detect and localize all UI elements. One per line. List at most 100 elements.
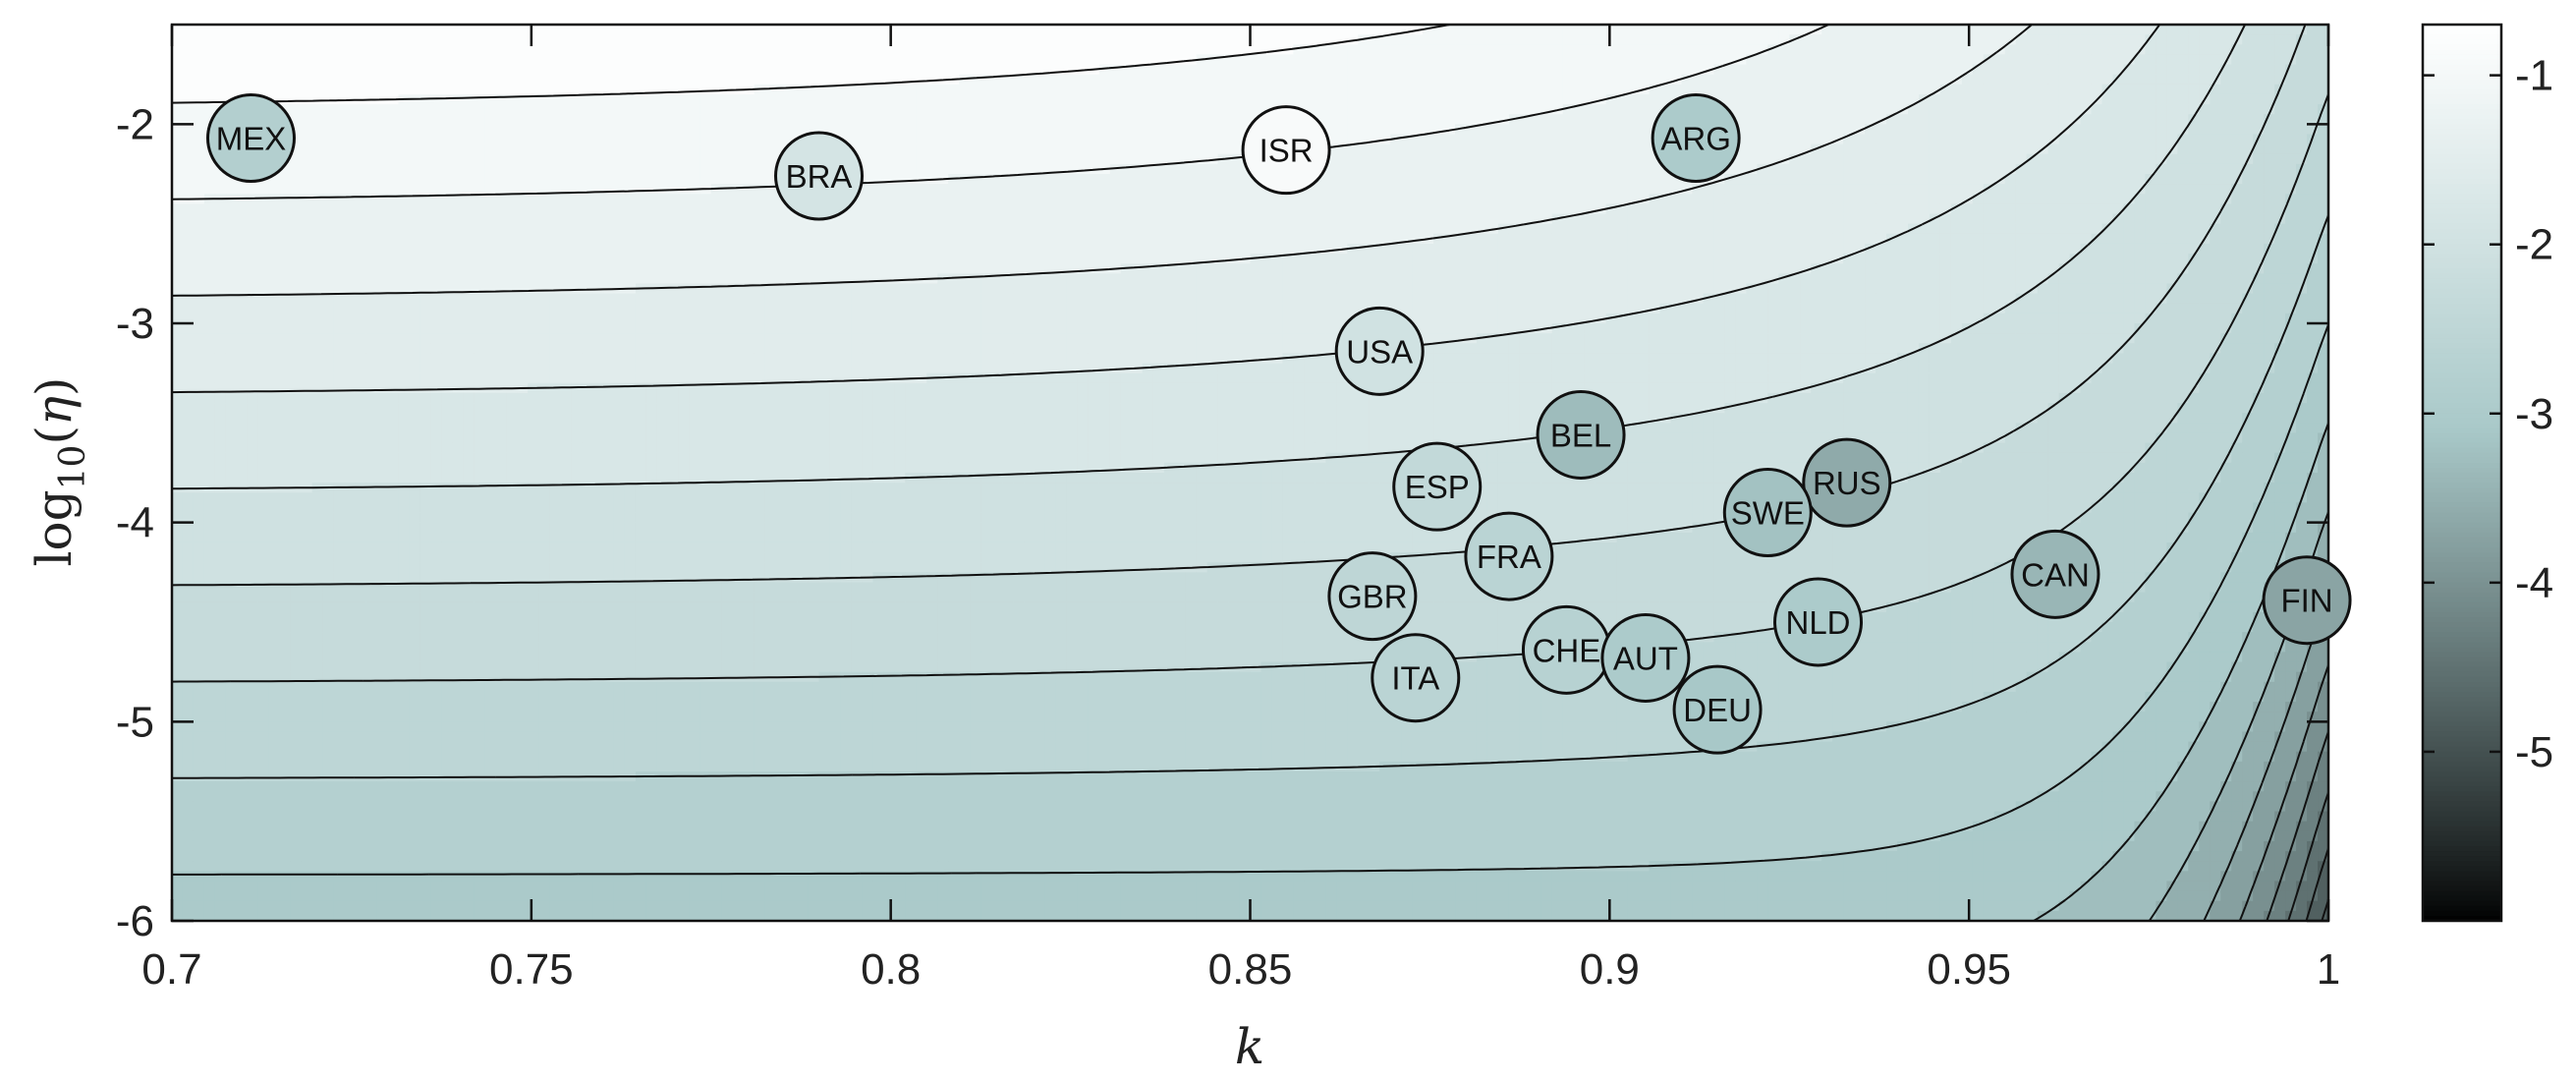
country-label: FRA: [1477, 539, 1541, 575]
colorbar-segment: [2423, 616, 2501, 623]
colorbar-segment: [2423, 671, 2501, 678]
colorbar-segment: [2423, 652, 2501, 658]
country-circle: [2262, 555, 2352, 646]
colorbar-segment: [2423, 473, 2501, 479]
country-label: RUS: [1813, 465, 1881, 501]
colorbar-segment: [2423, 811, 2501, 818]
colorbar-segment: [2423, 203, 2501, 210]
colorbar-segment: [2423, 731, 2501, 738]
colorbar-segment: [2423, 557, 2501, 563]
colorbar-segment: [2423, 184, 2501, 190]
country-circle: [2010, 529, 2100, 619]
country-circle: [205, 93, 296, 184]
country-marker-aut: AUT: [1600, 612, 1691, 703]
country-label: BEL: [1550, 417, 1611, 453]
colorbar-segment: [2423, 249, 2501, 255]
colorbar-segment: [2423, 408, 2501, 414]
country-circle: [1722, 468, 1813, 558]
colorbar-segment: [2423, 223, 2501, 230]
colorbar-segment: [2423, 179, 2501, 185]
colorbar-segment: [2423, 656, 2501, 663]
colorbar-segment: [2423, 218, 2501, 225]
colorbar-segment: [2423, 601, 2501, 608]
colorbar-segment: [2423, 746, 2501, 753]
contour-field: [172, 25, 2328, 921]
country-circle: [1334, 306, 1425, 396]
colorbar-segment: [2423, 328, 2501, 334]
colorbar-segment: [2423, 258, 2501, 264]
y-axis-label-open: (: [26, 426, 83, 445]
colorbar-segment: [2423, 627, 2501, 633]
colorbar-segment: [2423, 885, 2501, 892]
contour-line-18: [172, 25, 1829, 200]
colorbar-segment: [2423, 418, 2501, 425]
country-marker-che: CHE: [1521, 604, 1611, 695]
colorbar-segment: [2423, 851, 2501, 857]
colorbar-segment: [2423, 298, 2501, 305]
colorbar-segment: [2423, 238, 2501, 245]
colorbar-segment: [2423, 358, 2501, 365]
y-axis-label-base: 10: [53, 445, 93, 490]
colorbar-segment: [2423, 707, 2501, 712]
colorbar-segment: [2423, 338, 2501, 345]
colorbar-segment: [2423, 697, 2501, 703]
colorbar-segment: [2423, 333, 2501, 339]
country-marker-ita: ITA: [1371, 633, 1461, 723]
colorbar-tick-label: -1: [2515, 52, 2553, 100]
y-tick-label: -5: [116, 698, 154, 746]
y-tick-label: -4: [116, 499, 154, 547]
colorbar-segment: [2423, 661, 2501, 668]
country-circle: [1371, 633, 1461, 723]
colorbar-segment: [2423, 517, 2501, 524]
colorbar-segment: [2423, 691, 2501, 698]
country-circle: [1773, 577, 1864, 667]
country-marker-swe: SWE: [1722, 468, 1813, 558]
country-label: CAN: [2021, 556, 2090, 593]
x-axis-label: k: [1235, 1018, 1264, 1075]
colorbar-segment: [2423, 153, 2501, 160]
colorbar-segment: [2423, 647, 2501, 654]
colorbar-segment: [2423, 702, 2501, 708]
colorbar-segment: [2423, 288, 2501, 295]
colorbar-segment: [2423, 716, 2501, 723]
colorbar-segment: [2423, 900, 2501, 907]
colorbar-segment: [2423, 502, 2501, 509]
country-label: ISR: [1260, 133, 1314, 169]
colorbar-segment: [2423, 372, 2501, 379]
colorbar-segment: [2423, 208, 2501, 215]
country-marker-bra: BRA: [774, 131, 864, 221]
colorbar-segment: [2423, 497, 2501, 504]
country-label: USA: [1346, 333, 1413, 370]
colorbar-segment: [2423, 29, 2501, 35]
colorbar-segment: [2423, 786, 2501, 793]
colorbar-segment: [2423, 273, 2501, 280]
colorbar-segment: [2423, 44, 2501, 51]
colorbar-segment: [2423, 189, 2501, 196]
x-tick-label: 0.85: [1208, 945, 1293, 994]
colorbar-segment: [2423, 736, 2501, 743]
colorbar-segment: [2423, 527, 2501, 534]
country-marker-esp: ESP: [1392, 441, 1483, 532]
colorbar-segment: [2423, 194, 2501, 200]
colorbar-segment: [2423, 871, 2501, 878]
country-marker-mex: MEX: [205, 93, 296, 184]
colorbar-segment: [2423, 856, 2501, 862]
colorbar-segment: [2423, 129, 2501, 136]
colorbar-segment: [2423, 861, 2501, 868]
colorbar-segment: [2423, 268, 2501, 275]
colorbar-segment: [2423, 741, 2501, 748]
colorbar-segment: [2423, 542, 2501, 548]
country-marker-rus: RUS: [1802, 437, 1892, 528]
colorbar-segment: [2423, 846, 2501, 852]
colorbar-segment: [2423, 866, 2501, 873]
colorbar-segment: [2423, 392, 2501, 399]
colorbar-segment: [2423, 54, 2501, 61]
colorbar-segment: [2423, 457, 2501, 464]
colorbar-segment: [2423, 771, 2501, 777]
colorbar-segment: [2423, 452, 2501, 459]
colorbar-segment: [2423, 303, 2501, 310]
colorbar-segment: [2423, 721, 2501, 728]
axis-ticks: 0.7 0.75 0.8 0.85 0.9 0.95 1 -2 -3 -4 -5 -6: [116, 25, 2340, 994]
colorbar-segment: [2423, 174, 2501, 180]
colorbar-segment: [2423, 114, 2501, 121]
